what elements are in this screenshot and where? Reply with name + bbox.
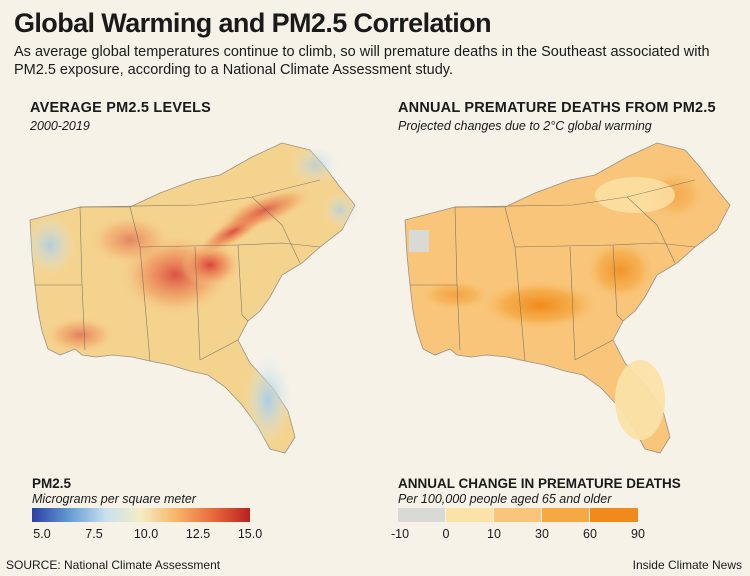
left-tick: 12.5 — [185, 527, 211, 541]
left-tick: 15.0 — [237, 527, 263, 541]
deaths-bin — [494, 508, 542, 522]
right-tick: 90 — [631, 527, 645, 541]
left-tick: 7.5 — [85, 527, 103, 541]
right-tick: -10 — [390, 527, 410, 541]
right-panel-subheading: Projected changes due to 2°C global warm… — [398, 119, 652, 133]
source-note: SOURCE: National Climate Assessment — [6, 558, 221, 572]
deaths-bin — [446, 508, 494, 522]
left-legend-title: PM2.5 — [32, 476, 72, 491]
right-tick: 0 — [442, 527, 450, 541]
deaths-bin — [542, 508, 590, 522]
deaths-bin — [590, 508, 638, 522]
chart-subtitle: As average global temperatures continue … — [14, 44, 710, 78]
right-panel-heading: ANNUAL PREMATURE DEATHS FROM PM2.5 — [398, 100, 716, 116]
left-panel-subheading: 2000-2019 — [30, 119, 90, 133]
pm25-intensity-overlay — [25, 145, 358, 445]
state-borders — [35, 179, 321, 362]
right-tick: 10 — [487, 527, 501, 541]
left-panel-heading: AVERAGE PM2.5 LEVELS — [30, 100, 211, 116]
state-borders-right — [410, 179, 696, 362]
pm25-levels-map — [25, 142, 358, 454]
left-legend-subtitle: Micrograms per square meter — [32, 492, 196, 506]
left-tick: 10.0 — [133, 527, 159, 541]
publisher-credit: Inside Climate News — [632, 558, 742, 572]
pm25-color-scale — [32, 508, 250, 522]
right-legend-title: ANNUAL CHANGE IN PREMATURE DEATHS — [398, 476, 681, 491]
right-tick: 60 — [583, 527, 597, 541]
right-tick: 30 — [535, 527, 549, 541]
chart-title: Global Warming and PM2.5 Correlation — [14, 8, 492, 38]
premature-deaths-map — [404, 142, 731, 454]
left-tick: 5.0 — [33, 527, 51, 541]
right-legend-subtitle: Per 100,000 people aged 65 and older — [398, 492, 612, 506]
deaths-bin — [398, 508, 446, 522]
